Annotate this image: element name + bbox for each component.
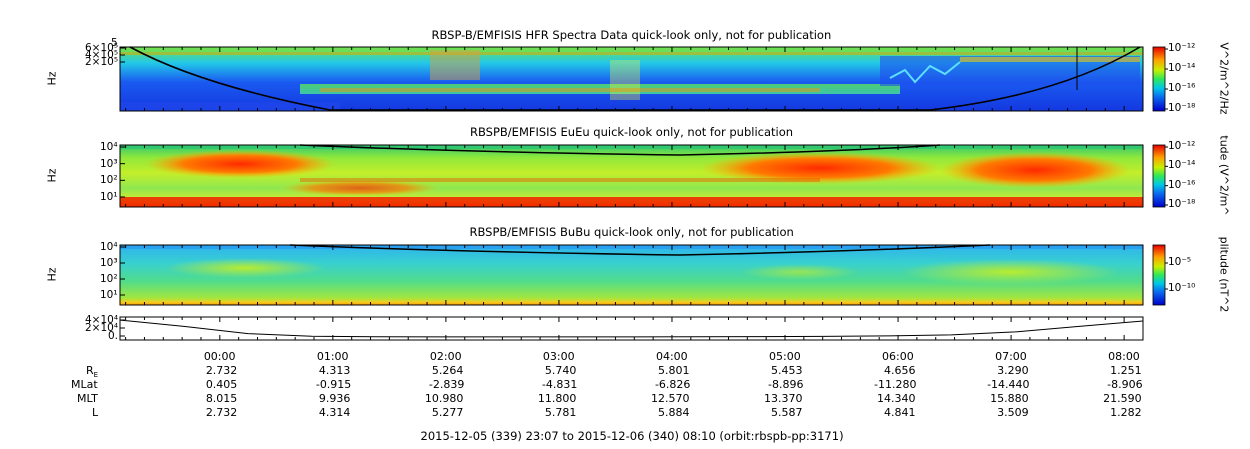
time-tick-label: 07:00 [995,350,1027,363]
ephemeris-value: 1.282 [1110,406,1142,419]
ephemeris-value: 15.880 [990,392,1029,405]
y-tick-label-top: 5 [111,37,118,49]
ephemeris-value: -11.280 [874,378,917,391]
ephemeris-value: 9.936 [318,392,351,405]
ephemeris-value: 0.405 [205,378,238,391]
ephemeris-value: -2.839 [428,378,465,391]
ephemeris-value: 5.453 [771,364,803,377]
colorbar-tick-label: 10⁻¹⁶ [1168,82,1196,94]
colorbar-tick-label: 10⁻¹⁸ [1168,102,1196,114]
y-axis-label: Hz [45,267,59,282]
time-tick-label: 01:00 [316,350,349,363]
colorbar-tick-label: 10⁻⁵ [1168,256,1192,268]
ephemeris-value: 4.656 [884,364,916,377]
time-tick-label: 05:00 [769,350,801,363]
bubu-colorbar [1152,244,1166,306]
ephemeris-value: 5.801 [657,364,690,377]
bubu-spectrogram [119,244,1144,306]
y-tick-label: 2×10⁴ [85,322,119,334]
colorbar-tick-label: 10⁻¹⁸ [1168,198,1196,210]
hfr-spectrogram [119,46,1144,112]
panel-title: RBSPB/EMFISIS BuBu quick-look only, not … [469,225,794,239]
hfr-colorbar [1152,46,1166,112]
eueu-colorbar [1152,144,1166,208]
ephemeris-value: 11.800 [537,392,577,405]
ephemeris-value: -0.915 [315,378,352,391]
time-tick-label: 06:00 [882,350,914,363]
ephemeris-row-subscript: E [93,371,99,380]
y-tick-label: 6×10⁵ [85,42,119,54]
ephemeris-value: 5.884 [657,406,690,419]
footer-time-range: 2015-12-05 (339) 23:07 to 2015-12-06 (34… [420,429,844,443]
colorbar-tick-label: 10⁻¹⁰ [1168,282,1196,294]
colorbar-tick-label: 10⁻¹⁴ [1168,159,1196,172]
y-tick-label: 0. [108,330,119,342]
ephemeris-value: 5.587 [771,406,803,419]
eueu-spectrogram [119,144,1144,208]
ephemeris-value: 1.251 [1110,364,1142,377]
ephemeris-value: 2.732 [205,364,238,377]
ephemeris-row-label: MLat [71,378,98,391]
ephemeris-row-label: L [92,406,99,419]
y-tick-label: 4×10⁵ [85,49,119,61]
ephemeris-value: 5.277 [431,406,464,419]
y-axis-label: Hz [45,168,59,183]
time-tick-label: 00:00 [203,350,236,363]
time-tick-label: 02:00 [429,350,462,363]
ephemeris-value: -8.896 [768,378,804,391]
ephemeris-value: -4.831 [541,378,578,391]
ephemeris-row-label: RE [86,364,99,380]
ephemeris-value: 13.370 [764,392,803,405]
y-tick-label: 10² [100,174,118,187]
ephemeris-value: 10.980 [424,392,464,405]
ephemeris-value: 4.314 [318,406,351,419]
panel-title: RBSP-B/EMFISIS HFR Spectra Data quick-lo… [431,28,832,42]
ephemeris-value: 2.732 [205,406,238,419]
orbit-line-panel [119,316,1144,341]
time-tick-label: 04:00 [655,350,688,363]
colorbar-tick-label: 10⁻¹² [1168,140,1196,152]
colorbar-label: plitude (nT^2 [1217,236,1231,313]
ephemeris-row-label: MLT [77,392,98,405]
time-tick-label: 03:00 [542,350,575,363]
colorbar-label: tude (V^2/m^ [1217,135,1231,216]
y-tick-label: 10² [100,273,118,285]
ephemeris-value: 4.313 [318,364,351,377]
colorbar-tick-label: 10⁻¹⁴ [1168,62,1196,74]
colorbar-label: V^2/m^2/Hz [1217,42,1231,115]
ephemeris-value: 4.841 [884,406,916,419]
y-tick-label: 10¹ [100,191,118,203]
ephemeris-value: -8.906 [1107,378,1143,391]
y-tick-label: 2×10⁵ [85,56,119,68]
time-tick-label: 08:00 [1108,350,1140,363]
ephemeris-value: -6.826 [654,378,691,391]
line-series [119,319,1144,338]
ephemeris-value: 21.590 [1103,392,1142,405]
y-tick-label: 10⁴ [100,241,118,253]
ephemeris-value: -14.440 [987,378,1030,391]
ephemeris-value: 5.740 [544,364,577,377]
y-tick-label: 4×10⁴ [85,314,119,326]
ephemeris-value: 5.781 [544,406,577,419]
ephemeris-value: 3.290 [997,364,1029,377]
y-tick-label: 10³ [100,157,118,170]
ephemeris-value: 3.509 [997,406,1029,419]
y-axis-label: Hz [45,71,59,86]
y-tick-label: 10¹ [100,289,118,301]
ephemeris-value: 8.015 [205,392,238,405]
ephemeris-value: 5.264 [431,364,464,377]
colorbar-tick-label: 10⁻¹⁶ [1168,178,1196,191]
colorbar-tick-label: 10⁻¹² [1168,42,1196,54]
ephemeris-value: 12.570 [650,392,690,405]
y-tick-label: 10³ [100,257,118,269]
panel-title: RBSPB/EMFISIS EuEu quick-look only, not … [470,125,794,139]
y-tick-label: 10⁴ [100,141,118,153]
ephemeris-value: 14.340 [877,392,916,405]
